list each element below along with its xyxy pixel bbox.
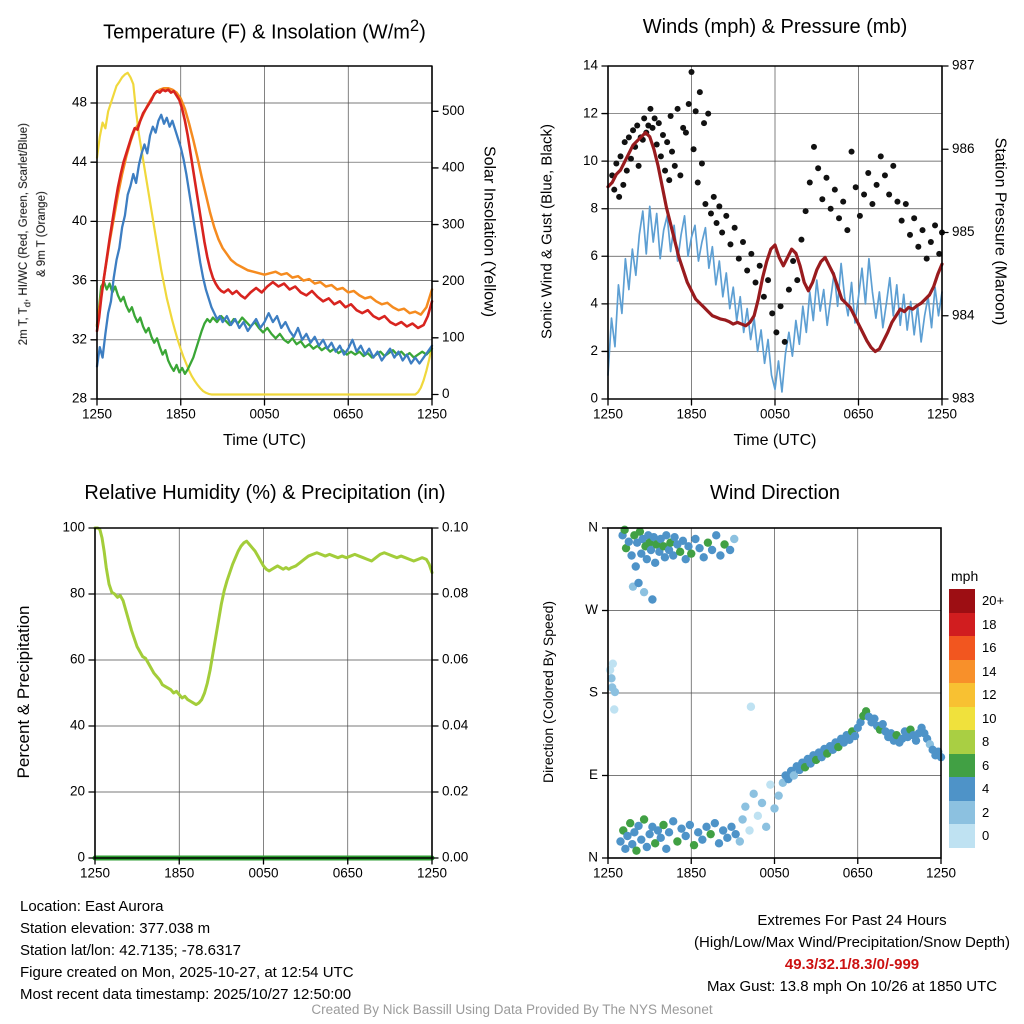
colorbar-swatch	[949, 777, 975, 801]
colorbar-label: 2	[982, 804, 990, 820]
extremes-subtitle: (High/Low/Max Wind/Precipitation/Snow De…	[694, 934, 1010, 951]
temperature-title-text: Temperature (F) & Insolation (W/m	[103, 21, 410, 44]
temperature-ylabel-line2: & 9m T (Orange)	[36, 191, 49, 278]
temperature-panel: Temperature (F) & Insolation (W/m2) 2m T…	[0, 0, 512, 470]
colorbar-entry: 8	[949, 730, 1004, 754]
colorbar-label: 10	[982, 710, 997, 726]
colorbar-label: 18	[982, 616, 997, 632]
colorbar-label: 6	[982, 757, 990, 773]
colorbar-label: 0	[982, 828, 990, 844]
speed-colorbar: mph 20+ 18 16 14 12 10 8 6 4 2 0	[949, 568, 1004, 848]
temperature-chart-canvas	[0, 0, 512, 470]
insolation-y-axis-label: Solar Insolation (Yellow)	[480, 145, 498, 318]
wind-direction-panel: Wind Direction Direction (Colored By Spe…	[512, 470, 1024, 900]
colorbar-entry: 2	[949, 800, 1004, 824]
colorbar-swatch	[949, 612, 975, 636]
winds-chart-canvas	[512, 0, 1024, 470]
colorbar-label: 14	[982, 663, 997, 679]
station-location: Location: East Aurora	[20, 898, 164, 915]
wind-direction-chart-canvas	[512, 470, 1024, 900]
colorbar-title: mph	[951, 568, 979, 584]
temperature-title: Temperature (F) & Insolation (W/m2)	[57, 16, 472, 45]
colorbar-entry: 6	[949, 753, 1004, 777]
temperature-y-axis-label: 2m T, Td, HI/WC (Red, Green, Scarlet/Blu…	[17, 64, 49, 404]
station-elevation: Station elevation: 377.038 m	[20, 920, 211, 937]
wind-y-axis-label: Sonic Wind & Gust (Blue, Black)	[538, 123, 556, 340]
credit-line: Created By Nick Bassill Using Data Provi…	[311, 1002, 713, 1017]
winds-panel: Winds (mph) & Pressure (mb) Sonic Wind &…	[512, 0, 1024, 470]
colorbar-entry: 18	[949, 612, 1004, 636]
station-latlon: Station lat/lon: 42.7135; -78.6317	[20, 942, 242, 959]
max-gust: Max Gust: 13.8 mph On 10/26 at 1850 UTC	[706, 978, 998, 995]
temperature-ylabel-part: 2m T, T	[17, 307, 30, 346]
colorbar-entry: 12	[949, 683, 1004, 707]
winds-title: Winds (mph) & Pressure (mb)	[642, 16, 908, 38]
humidity-panel: Relative Humidity (%) & Precipitation (i…	[0, 470, 512, 900]
colorbar-swatch	[949, 753, 975, 777]
station-info: Location: East Aurora Station elevation:…	[20, 896, 354, 1006]
colorbar-entry: 14	[949, 659, 1004, 683]
temperature-title-close: )	[419, 21, 426, 44]
colorbar-swatch	[949, 730, 975, 754]
humidity-chart-canvas	[0, 470, 512, 900]
temperature-ylabel-part2: , HI/WC (Red, Green, Scarlet/Blue)	[17, 123, 30, 303]
winds-x-axis-label: Time (UTC)	[733, 432, 817, 449]
colorbar-label: 8	[982, 734, 990, 750]
colorbar-entry: 20+	[949, 589, 1004, 613]
extremes-info: Extremes For Past 24 Hours (High/Low/Max…	[694, 910, 1010, 998]
extremes-title: Extremes For Past 24 Hours	[757, 912, 947, 929]
colorbar-label: 4	[982, 781, 990, 797]
colorbar-swatch	[949, 636, 975, 660]
figure-created: Figure created on Mon, 2025-10-27, at 12…	[20, 964, 354, 981]
colorbar-swatch	[949, 824, 975, 848]
colorbar-swatch	[949, 659, 975, 683]
data-timestamp: Most recent data timestamp: 2025/10/27 1…	[20, 986, 352, 1003]
colorbar-swatch	[949, 589, 975, 613]
wind-direction-title: Wind Direction	[709, 482, 841, 504]
wind-direction-y-axis-label: Direction (Colored By Speed)	[540, 600, 556, 784]
colorbar-entry: 4	[949, 777, 1004, 801]
colorbar-swatch	[949, 706, 975, 730]
colorbar-label: 12	[982, 687, 997, 703]
colorbar-swatch	[949, 683, 975, 707]
pressure-y-axis-label: Station Pressure (Maroon)	[991, 137, 1009, 326]
colorbar-entry: 0	[949, 824, 1004, 848]
colorbar-entry: 16	[949, 636, 1004, 660]
colorbar-label: 20+	[982, 593, 1005, 609]
colorbar-entry: 10	[949, 706, 1004, 730]
temperature-title-sup: 2	[409, 16, 420, 35]
humidity-y-axis-label: Percent & Precipitation	[14, 605, 33, 779]
colorbar-rows: 20+ 18 16 14 12 10 8 6 4 2 0	[949, 589, 1004, 848]
extremes-values: 49.3/32.1/8.3/0/-999	[784, 956, 920, 973]
colorbar-label: 16	[982, 640, 997, 656]
humidity-title: Relative Humidity (%) & Precipitation (i…	[84, 482, 446, 504]
temperature-ylabel-sub: d	[22, 302, 34, 308]
colorbar-swatch	[949, 800, 975, 824]
temperature-x-axis-label: Time (UTC)	[223, 432, 306, 449]
